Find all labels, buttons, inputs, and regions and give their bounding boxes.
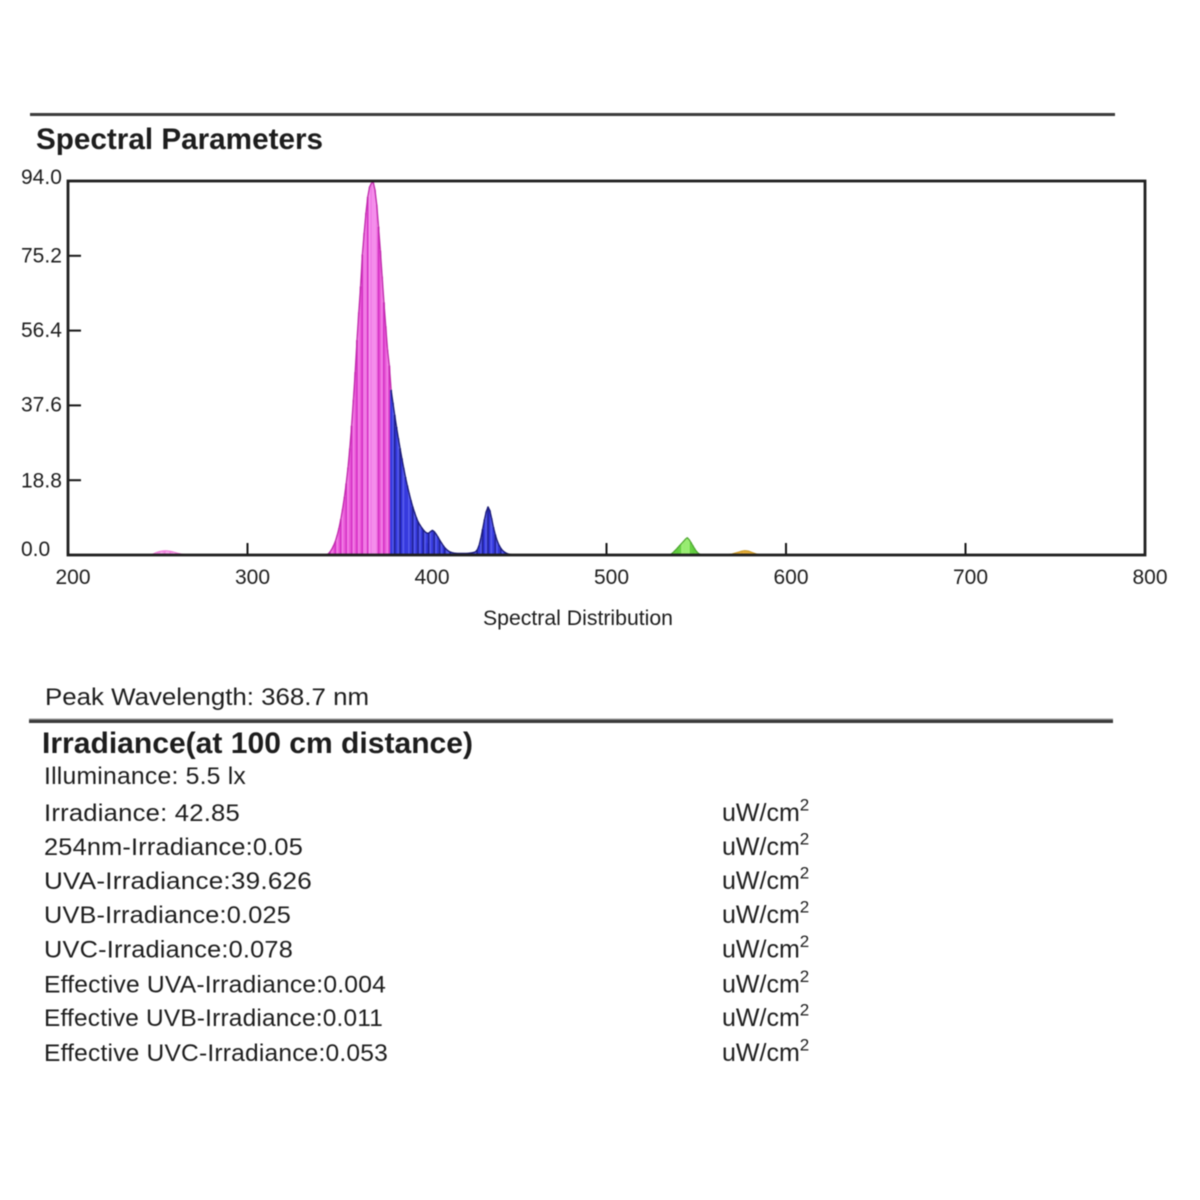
svg-text:uW/cm2: uW/cm2 [722, 864, 809, 896]
svg-text:uW/cm2: uW/cm2 [722, 1036, 809, 1068]
svg-text:56.4: 56.4 [21, 319, 62, 342]
svg-text:75.2: 75.2 [21, 245, 62, 268]
svg-text:18.8: 18.8 [21, 470, 62, 493]
svg-text:Irradiance(at 100 cm distance): Irradiance(at 100 cm distance) [42, 727, 473, 760]
svg-text:700: 700 [953, 566, 988, 589]
svg-text:Peak Wavelength: 368.7 nm: Peak Wavelength: 368.7 nm [45, 684, 369, 711]
svg-text:Effective UVB-Irradiance:0.011: Effective UVB-Irradiance:0.011 [44, 1005, 383, 1032]
svg-text:600: 600 [773, 566, 808, 589]
svg-text:Illuminance: 5.5 lx: Illuminance: 5.5 lx [44, 763, 246, 790]
svg-text:200: 200 [55, 566, 90, 589]
svg-text:uW/cm2: uW/cm2 [722, 932, 809, 964]
svg-text:500: 500 [594, 566, 629, 589]
svg-text:0.0: 0.0 [21, 538, 50, 561]
svg-text:94.0: 94.0 [21, 166, 62, 189]
svg-text:uW/cm2: uW/cm2 [722, 967, 809, 999]
svg-text:254nm-Irradiance:0.05: 254nm-Irradiance:0.05 [44, 834, 303, 861]
svg-text:37.6: 37.6 [21, 394, 62, 417]
svg-text:800: 800 [1132, 566, 1167, 589]
svg-text:Irradiance: 42.85: Irradiance: 42.85 [44, 800, 240, 827]
svg-text:UVB-Irradiance:0.025: UVB-Irradiance:0.025 [44, 902, 291, 929]
svg-text:Effective UVA-Irradiance:0.004: Effective UVA-Irradiance:0.004 [44, 972, 386, 999]
svg-text:Effective UVC-Irradiance:0.053: Effective UVC-Irradiance:0.053 [44, 1040, 388, 1067]
svg-text:UVA-Irradiance:39.626: UVA-Irradiance:39.626 [44, 868, 312, 895]
svg-text:uW/cm2: uW/cm2 [722, 796, 809, 828]
svg-text:Spectral Parameters: Spectral Parameters [36, 123, 323, 156]
svg-text:uW/cm2: uW/cm2 [722, 898, 809, 930]
svg-text:uW/cm2: uW/cm2 [722, 830, 809, 862]
svg-text:400: 400 [414, 566, 449, 589]
svg-text:Spectral Distribution: Spectral Distribution [483, 607, 673, 630]
svg-text:UVC-Irradiance:0.078: UVC-Irradiance:0.078 [44, 937, 293, 964]
svg-text:300: 300 [235, 566, 270, 589]
svg-text:uW/cm2: uW/cm2 [722, 1001, 809, 1033]
